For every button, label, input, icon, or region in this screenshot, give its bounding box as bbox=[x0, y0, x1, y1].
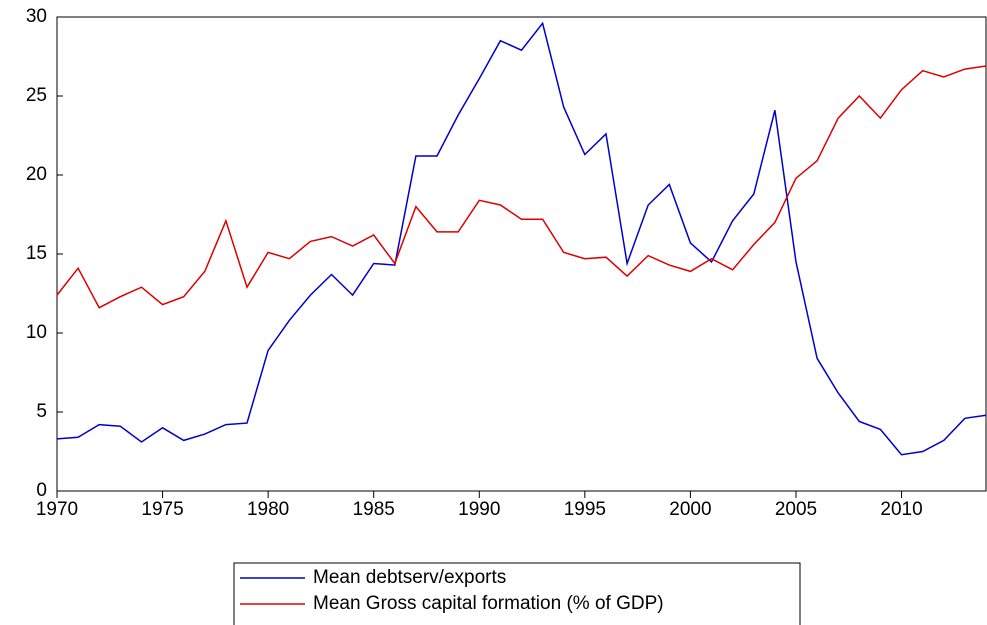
y-tick-label: 25 bbox=[26, 85, 47, 106]
y-tick-label: 10 bbox=[26, 322, 47, 343]
x-tick-label: 2005 bbox=[775, 499, 817, 520]
x-tick-label: 2000 bbox=[669, 499, 711, 520]
y-tick-label: 30 bbox=[26, 6, 47, 27]
legend-box bbox=[233, 562, 801, 625]
y-tick-label: 5 bbox=[36, 401, 47, 422]
x-tick-label: 2010 bbox=[880, 499, 922, 520]
series-line bbox=[56, 21, 987, 456]
x-tick-label: 1975 bbox=[141, 499, 183, 520]
legend-label: Mean debtserv/exports bbox=[313, 567, 506, 588]
x-tick-label: 1970 bbox=[36, 499, 78, 520]
x-tick-label: 1985 bbox=[353, 499, 395, 520]
y-tick-label: 0 bbox=[36, 480, 47, 501]
y-tick-label: 15 bbox=[26, 243, 47, 264]
series-line bbox=[56, 65, 987, 309]
x-tick-label: 1995 bbox=[564, 499, 606, 520]
y-tick-label: 20 bbox=[26, 164, 47, 185]
plot-frame bbox=[56, 16, 987, 492]
x-tick-label: 1990 bbox=[458, 499, 500, 520]
legend-label: Mean Gross capital formation (% of GDP) bbox=[313, 593, 664, 614]
x-tick-label: 1980 bbox=[247, 499, 289, 520]
